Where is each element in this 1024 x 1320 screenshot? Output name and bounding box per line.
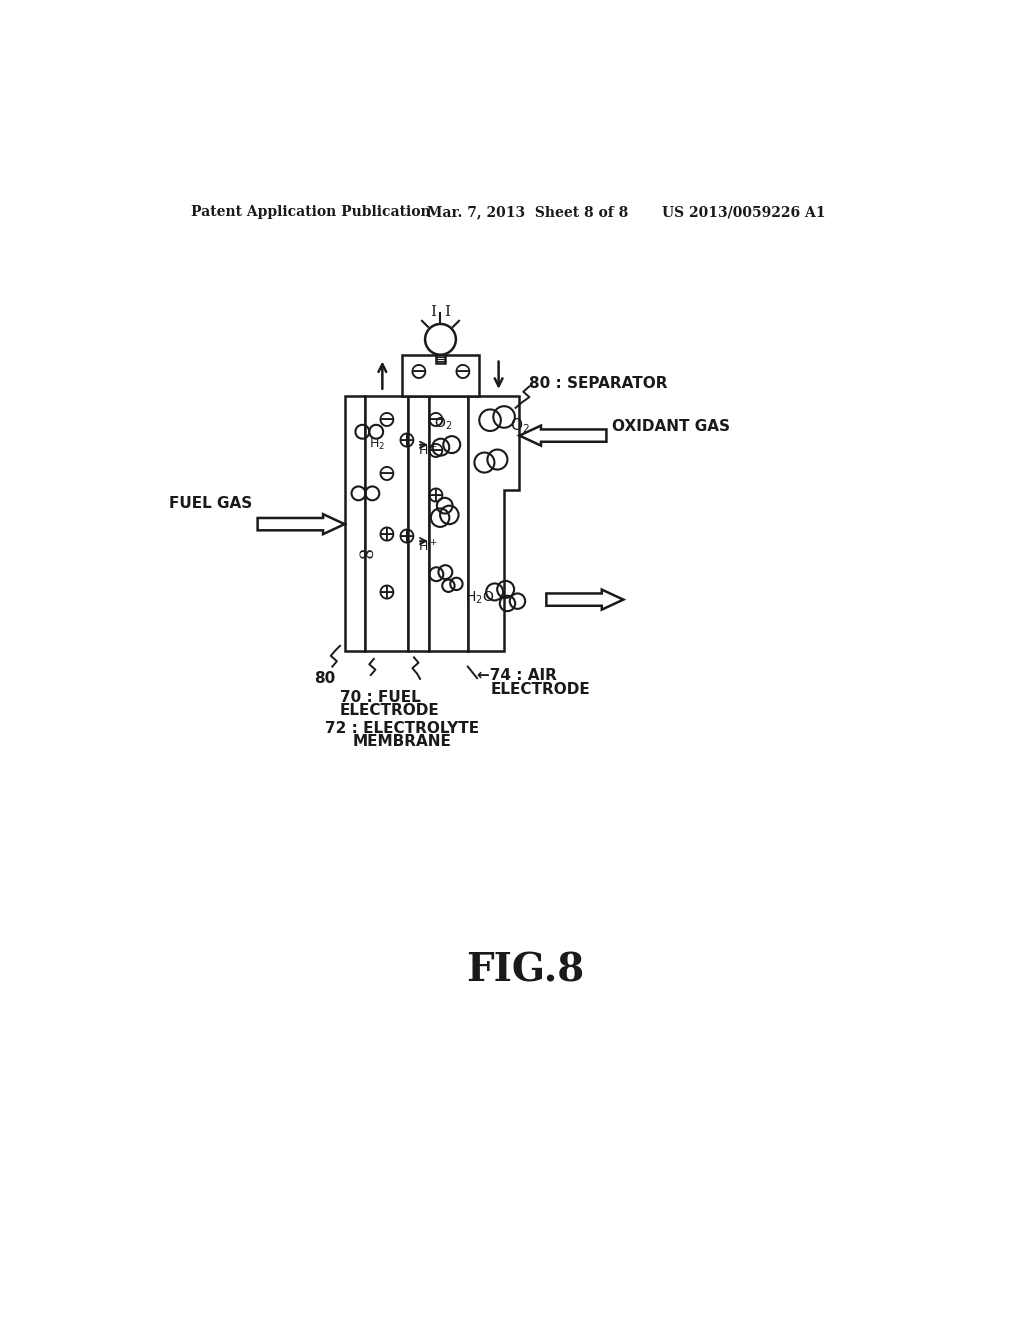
Text: ELECTRODE: ELECTRODE xyxy=(340,704,439,718)
Text: FUEL GAS: FUEL GAS xyxy=(169,496,252,511)
Circle shape xyxy=(425,323,456,355)
Bar xyxy=(366,396,408,651)
Text: ⊖: ⊖ xyxy=(409,360,428,384)
Text: 80: 80 xyxy=(314,671,335,685)
Text: H$_2$O: H$_2$O xyxy=(465,589,494,606)
Text: ⊖: ⊖ xyxy=(453,360,472,384)
Text: OXIDANT GAS: OXIDANT GAS xyxy=(611,418,730,434)
Text: ⊖: ⊖ xyxy=(426,440,445,462)
Polygon shape xyxy=(468,396,519,651)
Text: H$_2$: H$_2$ xyxy=(369,437,385,453)
Text: 80 : SEPARATOR: 80 : SEPARATOR xyxy=(529,376,668,391)
Polygon shape xyxy=(547,590,624,610)
Text: Mar. 7, 2013  Sheet 8 of 8: Mar. 7, 2013 Sheet 8 of 8 xyxy=(427,206,629,219)
Text: H$^+$: H$^+$ xyxy=(418,540,437,554)
Text: ∞: ∞ xyxy=(356,544,375,566)
Text: ELECTRODE: ELECTRODE xyxy=(490,682,591,697)
Text: ⊖: ⊖ xyxy=(426,409,445,432)
Text: O$_2$: O$_2$ xyxy=(434,416,453,432)
Text: I: I xyxy=(444,305,451,319)
Text: 72 : ELECTROLYTE: 72 : ELECTROLYTE xyxy=(325,721,478,735)
Polygon shape xyxy=(258,515,345,535)
Text: US 2013/0059226 A1: US 2013/0059226 A1 xyxy=(662,206,825,219)
Text: ⊕: ⊕ xyxy=(396,527,416,549)
Text: FIG.8: FIG.8 xyxy=(466,952,584,990)
Text: ⊕: ⊕ xyxy=(377,524,396,548)
Bar xyxy=(429,396,468,651)
Text: 70 : FUEL: 70 : FUEL xyxy=(340,690,421,705)
Bar xyxy=(436,355,445,363)
Text: ⊕: ⊕ xyxy=(426,486,445,508)
Text: ⊕: ⊕ xyxy=(396,430,416,453)
Bar xyxy=(345,396,366,651)
Polygon shape xyxy=(519,425,606,446)
Text: O$_2$: O$_2$ xyxy=(510,416,530,436)
Text: ⊖: ⊖ xyxy=(377,462,396,486)
Text: Patent Application Publication: Patent Application Publication xyxy=(190,206,430,219)
Bar xyxy=(401,355,479,396)
Bar xyxy=(408,396,429,651)
Text: I: I xyxy=(430,305,436,319)
Text: ⊖: ⊖ xyxy=(377,409,396,432)
Text: MEMBRANE: MEMBRANE xyxy=(352,734,451,748)
Text: ←74 : AIR: ←74 : AIR xyxy=(477,668,557,684)
Text: H$^+$: H$^+$ xyxy=(418,444,437,458)
Text: ⊕: ⊕ xyxy=(377,582,396,605)
